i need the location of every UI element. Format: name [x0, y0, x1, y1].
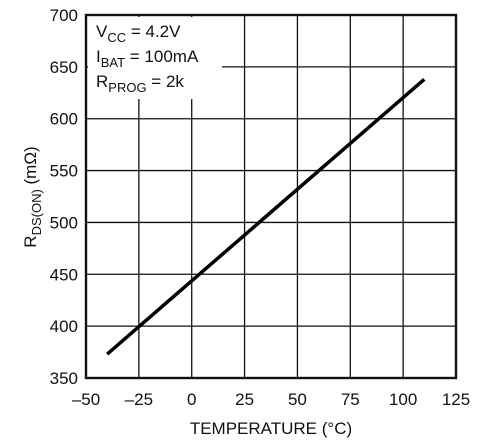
y-tick-label: 600: [50, 110, 78, 129]
y-tick-label: 400: [50, 317, 78, 336]
y-tick-label: 450: [50, 265, 78, 284]
x-tick-labels: –50 –25 0 25 50 75 100 125: [72, 390, 470, 409]
x-axis-title: TEMPERATURE (°C): [190, 419, 352, 438]
x-tick-label: –50: [72, 390, 100, 409]
y-tick-label: 350: [50, 369, 78, 388]
y-tick-label: 700: [50, 6, 78, 25]
x-tick-label: 125: [442, 390, 470, 409]
y-tick-labels: 350 400 450 500 550 600 650 700: [50, 6, 78, 388]
annotation-rprog: RPROG = 2k: [96, 72, 184, 95]
annotation-vcc: VCC = 4.2V: [96, 22, 181, 45]
y-axis-title-main: R: [21, 235, 40, 247]
annotation-ibat: IBAT = 100mA: [96, 47, 199, 70]
y-axis-title: RDS(ON) (mΩ): [21, 146, 44, 247]
y-tick-label: 550: [50, 162, 78, 181]
x-tick-label: 100: [389, 390, 417, 409]
plot-frame: [84, 13, 458, 380]
y-tick-label: 500: [50, 213, 78, 232]
y-axis-title-subscript: DS(ON): [29, 189, 44, 235]
x-tick-label: 0: [187, 390, 196, 409]
x-tick-label: –25: [125, 390, 153, 409]
x-tick-label: 75: [341, 390, 360, 409]
x-tick-label: 25: [235, 390, 254, 409]
series-layer: [105, 77, 426, 356]
x-tick-label: 50: [288, 390, 307, 409]
y-tick-label: 650: [50, 58, 78, 77]
y-axis-title-unit: (mΩ): [21, 146, 40, 189]
annotation-background: [88, 17, 222, 99]
series-line: [105, 77, 426, 356]
